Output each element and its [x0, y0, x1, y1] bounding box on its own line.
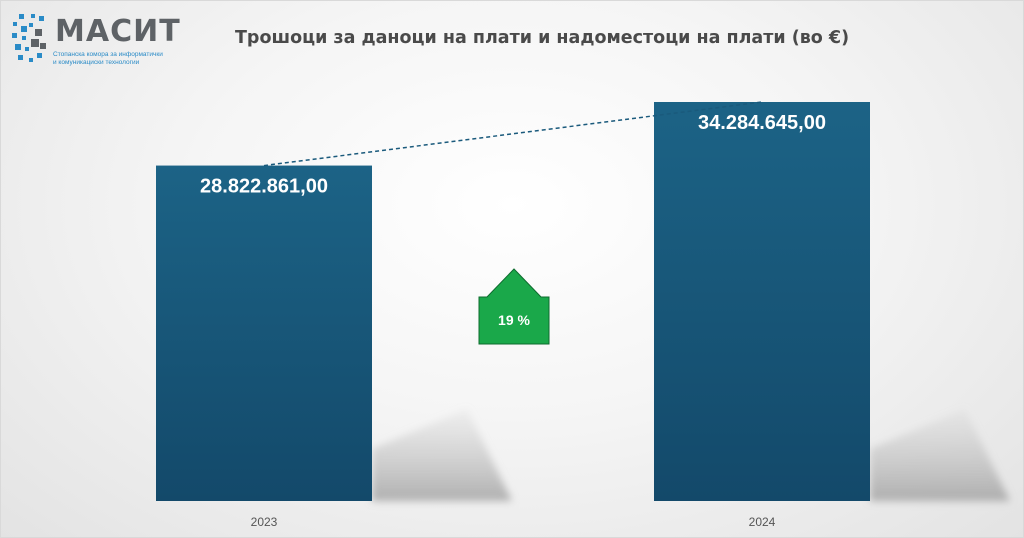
x-tick-label-2024: 2024 — [749, 515, 776, 529]
bar-2023 — [156, 165, 372, 502]
data-label-2024: 34.284.645,00 — [698, 112, 826, 134]
logo-tagline-line1: Стопанска комора за информатички — [53, 51, 163, 58]
logo-tagline-line2: и комуникациски технологии — [53, 59, 140, 66]
data-label-2023: 28.822.861,00 — [200, 176, 328, 198]
bar-shadow-2024 — [870, 409, 1010, 501]
bar-2024 — [654, 102, 870, 501]
percent-change-label: 19 % — [498, 312, 530, 328]
chart-title: Трошоци за даноци на плати и надоместоци… — [235, 28, 850, 48]
masit-logo: МАСИТ Стопанска комора за информатички и… — [9, 11, 209, 71]
logo-wordmark: МАСИТ — [55, 14, 181, 49]
bar-shadow-2023 — [372, 409, 512, 501]
logo-pixel-mark — [12, 14, 46, 62]
x-tick-label-2023: 2023 — [251, 515, 278, 529]
increase-arrow-icon — [478, 268, 550, 345]
